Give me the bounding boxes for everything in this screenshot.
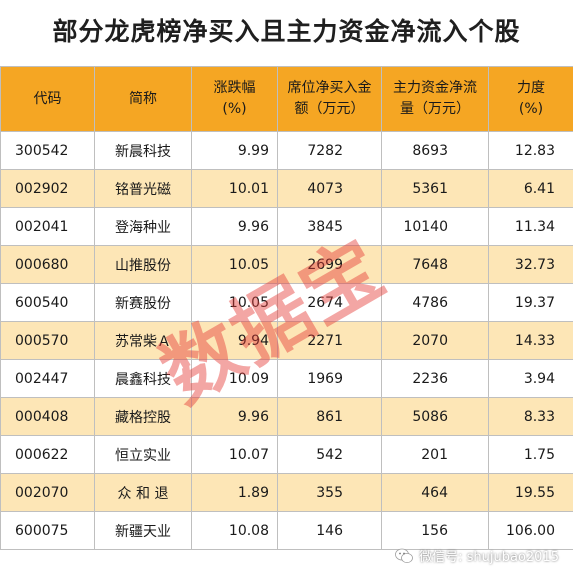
header-force: 力度 (%) (488, 66, 573, 132)
cell-name: 登海种业 (94, 207, 192, 246)
cell-seat: 7282 (277, 131, 382, 170)
cell-force: 32.73 (488, 245, 573, 284)
table-row: 600540 新赛股份 10.05 2674 4786 19.37 (0, 283, 573, 322)
cell-code: 002070 (0, 473, 95, 512)
cell-code: 000680 (0, 245, 95, 284)
table-row: 002041 登海种业 9.96 3845 10140 11.34 (0, 207, 573, 246)
cell-code: 002041 (0, 207, 95, 246)
cell-change: 9.96 (191, 207, 278, 246)
cell-name: 铭普光磁 (94, 169, 192, 208)
header-name: 简称 (94, 66, 192, 132)
cell-name: 新晨科技 (94, 131, 192, 170)
cell-code: 000570 (0, 321, 95, 360)
cell-name: 新赛股份 (94, 283, 192, 322)
cell-code: 000622 (0, 435, 95, 474)
table-row: 000570 苏常柴Ａ 9.94 2271 2070 14.33 (0, 321, 573, 360)
cell-seat: 2271 (277, 321, 382, 360)
table-row: 002902 铭普光磁 10.01 4073 5361 6.41 (0, 169, 573, 208)
cell-main: 2070 (381, 321, 489, 360)
cell-force: 1.75 (488, 435, 573, 474)
cell-seat: 2674 (277, 283, 382, 322)
cell-name: 苏常柴Ａ (94, 321, 192, 360)
cell-code: 600075 (0, 511, 95, 550)
cell-code: 600540 (0, 283, 95, 322)
cell-code: 000408 (0, 397, 95, 436)
cell-seat: 542 (277, 435, 382, 474)
cell-seat: 355 (277, 473, 382, 512)
cell-name: 藏格控股 (94, 397, 192, 436)
cell-main: 464 (381, 473, 489, 512)
header-change: 涨跌幅 (%) (191, 66, 278, 132)
cell-force: 12.83 (488, 131, 573, 170)
cell-seat: 146 (277, 511, 382, 550)
cell-main: 8693 (381, 131, 489, 170)
cell-main: 10140 (381, 207, 489, 246)
cell-change: 10.09 (191, 359, 278, 398)
cell-main: 201 (381, 435, 489, 474)
table-header-row: 代码 简称 涨跌幅 (%) 席位净买入金 额（万元） 主力资金净流 量（万元） 力度(… (0, 66, 573, 132)
footer-text: 微信号: shujubao2015 (419, 550, 559, 565)
cell-force: 11.34 (488, 207, 573, 246)
cell-force: 106.00 (488, 511, 573, 550)
stock-table: 代码 简称 涨跌幅 (%) 席位净买入金 额（万元） 主力资金净流 量（万元） 力度(… (0, 66, 573, 550)
wechat-icon (395, 548, 414, 564)
cell-change: 1.89 (191, 473, 278, 512)
cell-force: 6.41 (488, 169, 573, 208)
cell-change: 10.07 (191, 435, 278, 474)
cell-main: 156 (381, 511, 489, 550)
table-row: 600075 新疆天业 10.08 146 156 106.00 (0, 511, 573, 550)
cell-code: 002447 (0, 359, 95, 398)
cell-change: 10.01 (191, 169, 278, 208)
cell-change: 9.94 (191, 321, 278, 360)
cell-main: 5361 (381, 169, 489, 208)
cell-code: 300542 (0, 131, 95, 170)
cell-force: 8.33 (488, 397, 573, 436)
cell-force: 3.94 (488, 359, 573, 398)
cell-seat: 1969 (277, 359, 382, 398)
table-row: 000408 藏格控股 9.96 861 5086 8.33 (0, 397, 573, 436)
header-main-flow: 主力资金净流 量（万元） (381, 66, 489, 132)
table-row: 002070 众 和 退 1.89 355 464 19.55 (0, 473, 573, 512)
page-title: 部分龙虎榜净买入且主力资金净流入个股 (52, 17, 521, 46)
cell-name: 新疆天业 (94, 511, 192, 550)
cell-name: 众 和 退 (94, 473, 192, 512)
footer-wechat: 微信号: shujubao2015 (395, 546, 559, 565)
cell-code: 002902 (0, 169, 95, 208)
cell-main: 2236 (381, 359, 489, 398)
cell-main: 7648 (381, 245, 489, 284)
cell-change: 9.96 (191, 397, 278, 436)
table-row: 002447 晨鑫科技 10.09 1969 2236 3.94 (0, 359, 573, 398)
cell-change: 10.05 (191, 245, 278, 284)
cell-seat: 2699 (277, 245, 382, 284)
cell-force: 14.33 (488, 321, 573, 360)
cell-seat: 3845 (277, 207, 382, 246)
table-row: 000622 恒立实业 10.07 542 201 1.75 (0, 435, 573, 474)
cell-name: 恒立实业 (94, 435, 192, 474)
cell-name: 山推股份 (94, 245, 192, 284)
cell-main: 4786 (381, 283, 489, 322)
header-seat-net-buy: 席位净买入金 额（万元） (277, 66, 382, 132)
header-code: 代码 (0, 66, 95, 132)
table-row: 000680 山推股份 10.05 2699 7648 32.73 (0, 245, 573, 284)
cell-seat: 4073 (277, 169, 382, 208)
cell-force: 19.37 (488, 283, 573, 322)
cell-change: 10.08 (191, 511, 278, 550)
cell-main: 5086 (381, 397, 489, 436)
cell-seat: 861 (277, 397, 382, 436)
cell-name: 晨鑫科技 (94, 359, 192, 398)
cell-change: 9.99 (191, 131, 278, 170)
table-row: 300542 新晨科技 9.99 7282 8693 12.83 (0, 131, 573, 170)
cell-force: 19.55 (488, 473, 573, 512)
cell-change: 10.05 (191, 283, 278, 322)
